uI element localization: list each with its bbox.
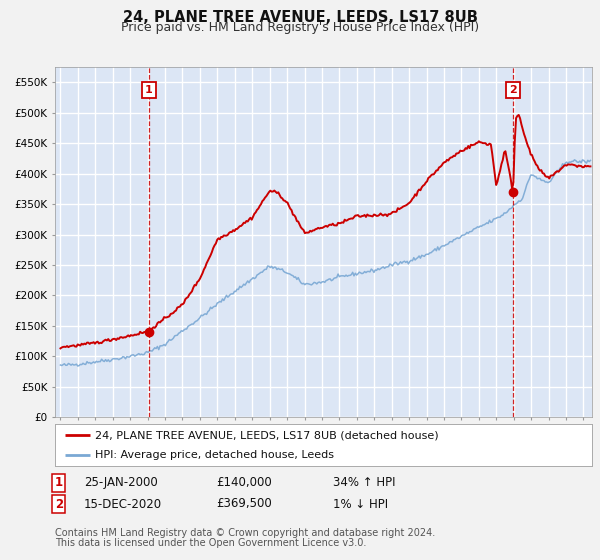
Text: 24, PLANE TREE AVENUE, LEEDS, LS17 8UB (detached house): 24, PLANE TREE AVENUE, LEEDS, LS17 8UB (… xyxy=(95,430,439,440)
Text: HPI: Average price, detached house, Leeds: HPI: Average price, detached house, Leed… xyxy=(95,450,334,460)
Text: Price paid vs. HM Land Registry's House Price Index (HPI): Price paid vs. HM Land Registry's House … xyxy=(121,21,479,34)
Text: This data is licensed under the Open Government Licence v3.0.: This data is licensed under the Open Gov… xyxy=(55,538,367,548)
Text: 15-DEC-2020: 15-DEC-2020 xyxy=(84,497,162,511)
Text: Contains HM Land Registry data © Crown copyright and database right 2024.: Contains HM Land Registry data © Crown c… xyxy=(55,528,436,538)
Text: 2: 2 xyxy=(55,497,63,511)
Text: 24, PLANE TREE AVENUE, LEEDS, LS17 8UB: 24, PLANE TREE AVENUE, LEEDS, LS17 8UB xyxy=(122,10,478,25)
Text: £140,000: £140,000 xyxy=(216,476,272,489)
Text: 1% ↓ HPI: 1% ↓ HPI xyxy=(333,497,388,511)
Text: 2: 2 xyxy=(509,85,517,95)
Text: 34% ↑ HPI: 34% ↑ HPI xyxy=(333,476,395,489)
Text: 25-JAN-2000: 25-JAN-2000 xyxy=(84,476,158,489)
Text: £369,500: £369,500 xyxy=(216,497,272,511)
Text: 1: 1 xyxy=(55,476,63,489)
Text: 1: 1 xyxy=(145,85,153,95)
